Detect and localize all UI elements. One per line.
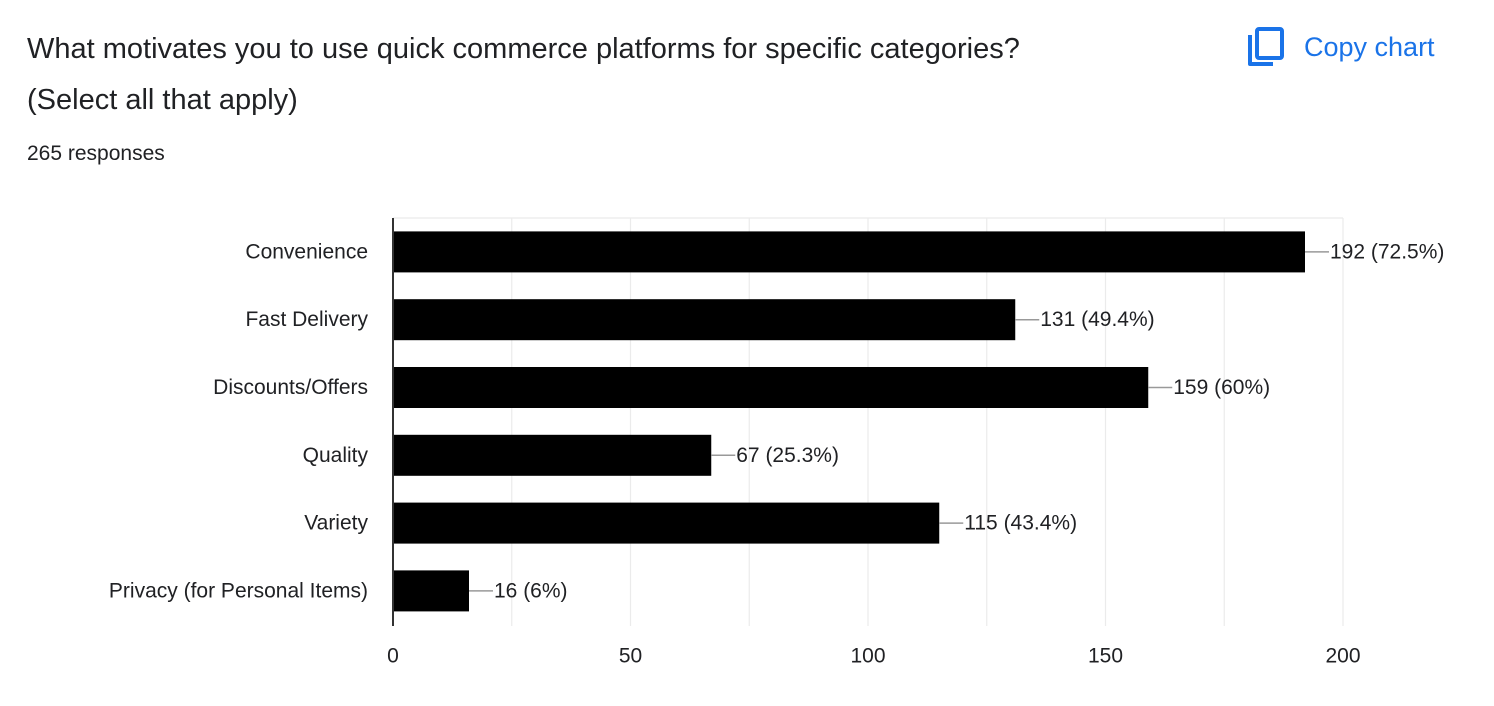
data-label: 131 (49.4%) [1040, 308, 1154, 331]
bar [393, 502, 940, 544]
category-label: Privacy (for Personal Items) [109, 579, 368, 602]
bar [393, 434, 712, 476]
copy-chart-button[interactable]: Copy chart [1246, 24, 1435, 70]
question-title-line-1: What motivates you to use quick commerce… [27, 33, 1020, 65]
copy-chart-label: Copy chart [1304, 31, 1435, 62]
category-label: Convenience [245, 240, 368, 263]
response-count: 265 responses [27, 142, 165, 165]
bar [393, 367, 1149, 408]
bar [393, 299, 1016, 341]
category-label: Fast Delivery [245, 308, 368, 331]
bar [393, 231, 1305, 273]
category-label: Discounts/Offers [213, 376, 368, 399]
x-tick-label: 0 [387, 645, 399, 668]
x-tick-label: 200 [1325, 645, 1360, 668]
question-title: What motivates you to use quick commerce… [27, 24, 1207, 126]
bar-chart: 192 (72.5%) Convenience 131 (49.4%) Fast De… [109, 217, 1444, 668]
data-label: 67 (25.3%) [736, 444, 839, 467]
category-label: Quality [303, 444, 369, 467]
bar [393, 570, 469, 612]
x-tick-label: 100 [850, 645, 885, 668]
copy-icon [1248, 27, 1284, 66]
data-label: 192 (72.5%) [1330, 240, 1444, 263]
category-label: Variety [304, 512, 368, 535]
data-label: 115 (43.4%) [964, 512, 1077, 535]
x-tick-label: 150 [1088, 645, 1123, 668]
question-title-line-2: (Select all that apply) [27, 84, 298, 116]
data-label: 159 (60%) [1173, 376, 1270, 399]
x-tick-label: 50 [619, 645, 642, 668]
data-label: 16 (6%) [494, 579, 568, 602]
